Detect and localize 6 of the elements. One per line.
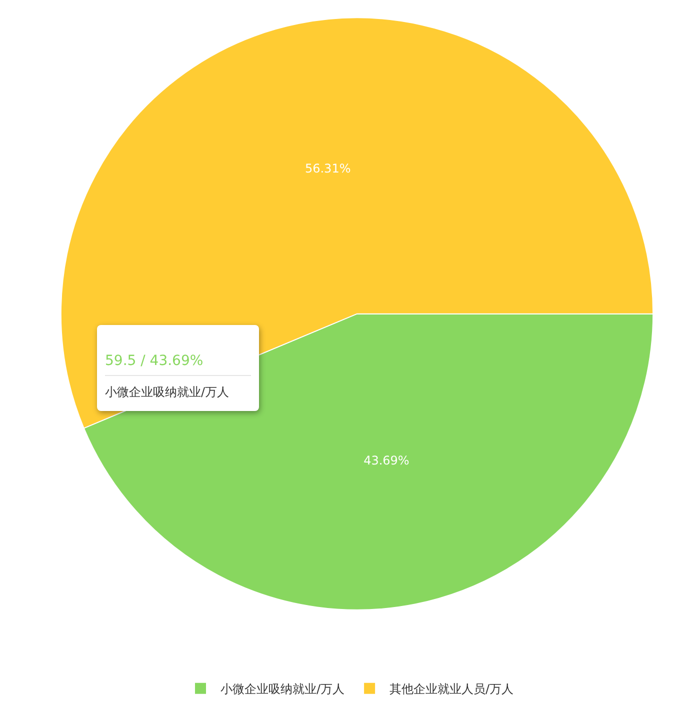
data-label: 56.31% [304, 162, 351, 176]
text: 小微企业吸纳就业/万人 [104, 384, 230, 401]
legend-label: 小微企业吸纳就业/万人 [220, 682, 345, 696]
data-label: 43.69% [364, 453, 410, 468]
legend-label: 其他企业就业人员/万人 [390, 682, 514, 696]
text: 59.5 / 43.69% [105, 325, 251, 376]
